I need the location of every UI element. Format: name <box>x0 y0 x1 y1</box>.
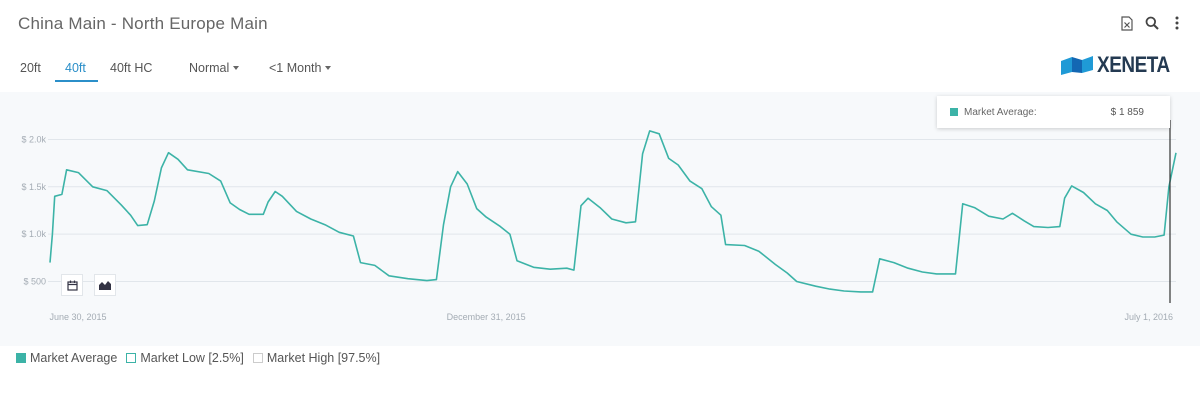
legend-label: Market High [97.5%] <box>266 351 381 365</box>
chart-tooltip: Market Average: $ 1 859 <box>937 96 1170 128</box>
chart-title: China Main - North Europe Main <box>18 14 268 33</box>
chart-type-button[interactable] <box>94 274 116 296</box>
search-icon[interactable] <box>1145 15 1159 31</box>
x-tick-label: June 30, 2015 <box>49 312 106 322</box>
tooltip-label: Market Average: <box>964 107 1037 118</box>
date-range-button[interactable] <box>61 274 83 296</box>
period-dropdown-label: <1 Month <box>269 61 322 75</box>
y-tick-label: $ 1.0k <box>21 229 46 239</box>
xeneta-logo-icon <box>1061 56 1094 75</box>
tooltip-value: $ 1 859 <box>1110 107 1144 118</box>
tooltip-swatch <box>950 108 958 116</box>
tab-40ft-hc[interactable]: 40ft HC <box>110 61 153 75</box>
y-tick-label: $ 1.5k <box>21 182 46 192</box>
legend-swatch <box>126 353 137 363</box>
mode-dropdown-label: Normal <box>189 61 230 75</box>
chart-legend: Market Average Market Low [2.5%] Market … <box>16 351 380 365</box>
active-tab-indicator <box>55 80 98 82</box>
line-chart[interactable]: $ 500 $ 1.0k $ 1.5k $ 2.0k June 30, 2015 Dece… <box>0 92 1200 346</box>
mode-dropdown[interactable]: Normal <box>189 61 240 75</box>
legend-item-market-average[interactable]: Market Average <box>16 351 117 365</box>
tab-20ft[interactable]: 20ft <box>20 61 41 75</box>
period-dropdown[interactable]: <1 Month <box>269 61 332 75</box>
chevron-down-icon <box>325 65 332 70</box>
legend-swatch <box>252 353 263 363</box>
excel-export-icon[interactable] <box>1120 15 1134 31</box>
y-tick-label: $ 2.0k <box>21 134 46 144</box>
chevron-down-icon <box>233 65 240 70</box>
more-vertical-icon[interactable] <box>1170 15 1184 31</box>
legend-swatch <box>16 353 26 363</box>
controls-bar: 20ft 40ft 40ft HC Normal <1 Month <box>0 58 600 84</box>
logo-text: XENETA <box>1097 52 1171 77</box>
legend-item-market-low[interactable]: Market Low [2.5%] <box>126 351 244 365</box>
legend-label: Market Low [2.5%] <box>140 351 244 365</box>
legend-label: Market Average <box>30 351 118 365</box>
calendar-icon <box>66 280 78 291</box>
toolbar <box>1120 15 1184 31</box>
area-chart-icon <box>99 281 111 290</box>
xeneta-logo: XENETA <box>1060 52 1182 78</box>
legend-item-market-high[interactable]: Market High [97.5%] <box>252 351 381 365</box>
x-tick-label: July 1, 2016 <box>1124 312 1173 322</box>
y-tick-label: $ 500 <box>23 277 46 287</box>
tab-40ft[interactable]: 40ft <box>65 61 86 75</box>
chart-area: $ 500 $ 1.0k $ 1.5k $ 2.0k June 30, 2015 Dece… <box>0 92 1200 346</box>
x-tick-label: December 31, 2015 <box>447 312 526 322</box>
series-line-market-average <box>49 130 1177 293</box>
